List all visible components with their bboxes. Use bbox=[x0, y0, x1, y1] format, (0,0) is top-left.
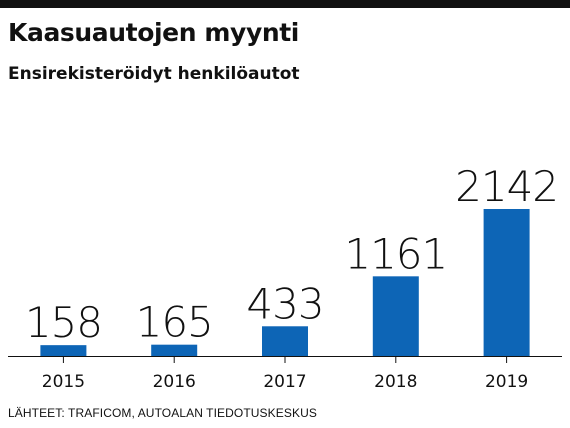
value-label-2015: 158 bbox=[25, 298, 102, 347]
chart-title: Kaasuautojen myynti bbox=[8, 18, 299, 47]
bar-2015 bbox=[40, 345, 87, 356]
chart-subtitle: Ensirekisteröidyt henkilöautot bbox=[8, 64, 300, 84]
source-note: LÄHTEET: TRAFICOM, AUTOALAN TIEDOTUSKESK… bbox=[8, 406, 317, 420]
x-tick-label-2015: 2015 bbox=[42, 372, 85, 392]
bar-2019 bbox=[483, 209, 530, 356]
x-tick-label-group: 2015 2016 2017 2018 2019 bbox=[42, 372, 528, 392]
value-label-2018: 1161 bbox=[344, 229, 447, 278]
x-tick-label-2018: 2018 bbox=[374, 372, 417, 392]
bar-group bbox=[40, 209, 530, 356]
bar-2016 bbox=[151, 344, 198, 356]
top-rule bbox=[0, 0, 570, 8]
value-label-2017: 433 bbox=[246, 279, 323, 328]
value-label-2016: 165 bbox=[136, 298, 213, 347]
x-tick-label-2019: 2019 bbox=[485, 372, 528, 392]
bar-2017 bbox=[262, 326, 308, 356]
x-tick-label-2017: 2017 bbox=[263, 372, 306, 392]
x-tick-label-2016: 2016 bbox=[153, 372, 196, 392]
x-tick-group bbox=[62, 356, 508, 363]
bar-2018 bbox=[372, 276, 419, 356]
value-label-2019: 2142 bbox=[455, 162, 558, 211]
